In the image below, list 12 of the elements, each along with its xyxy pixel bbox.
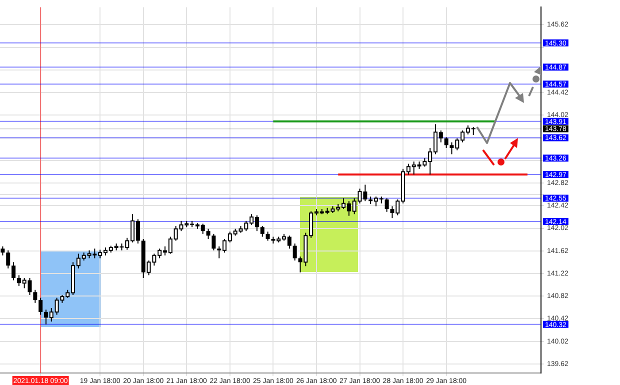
candlestick — [38, 297, 43, 316]
candlestick — [0, 246, 5, 256]
candlestick — [206, 228, 210, 240]
candlestick — [6, 250, 10, 269]
candlestick — [212, 233, 216, 251]
candlestick — [292, 243, 297, 261]
candlestick — [12, 262, 16, 281]
candlestick — [384, 198, 389, 212]
candlestick — [266, 231, 270, 242]
candlestick — [260, 226, 264, 238]
candlestick — [444, 136, 448, 148]
candlestick — [33, 289, 38, 304]
